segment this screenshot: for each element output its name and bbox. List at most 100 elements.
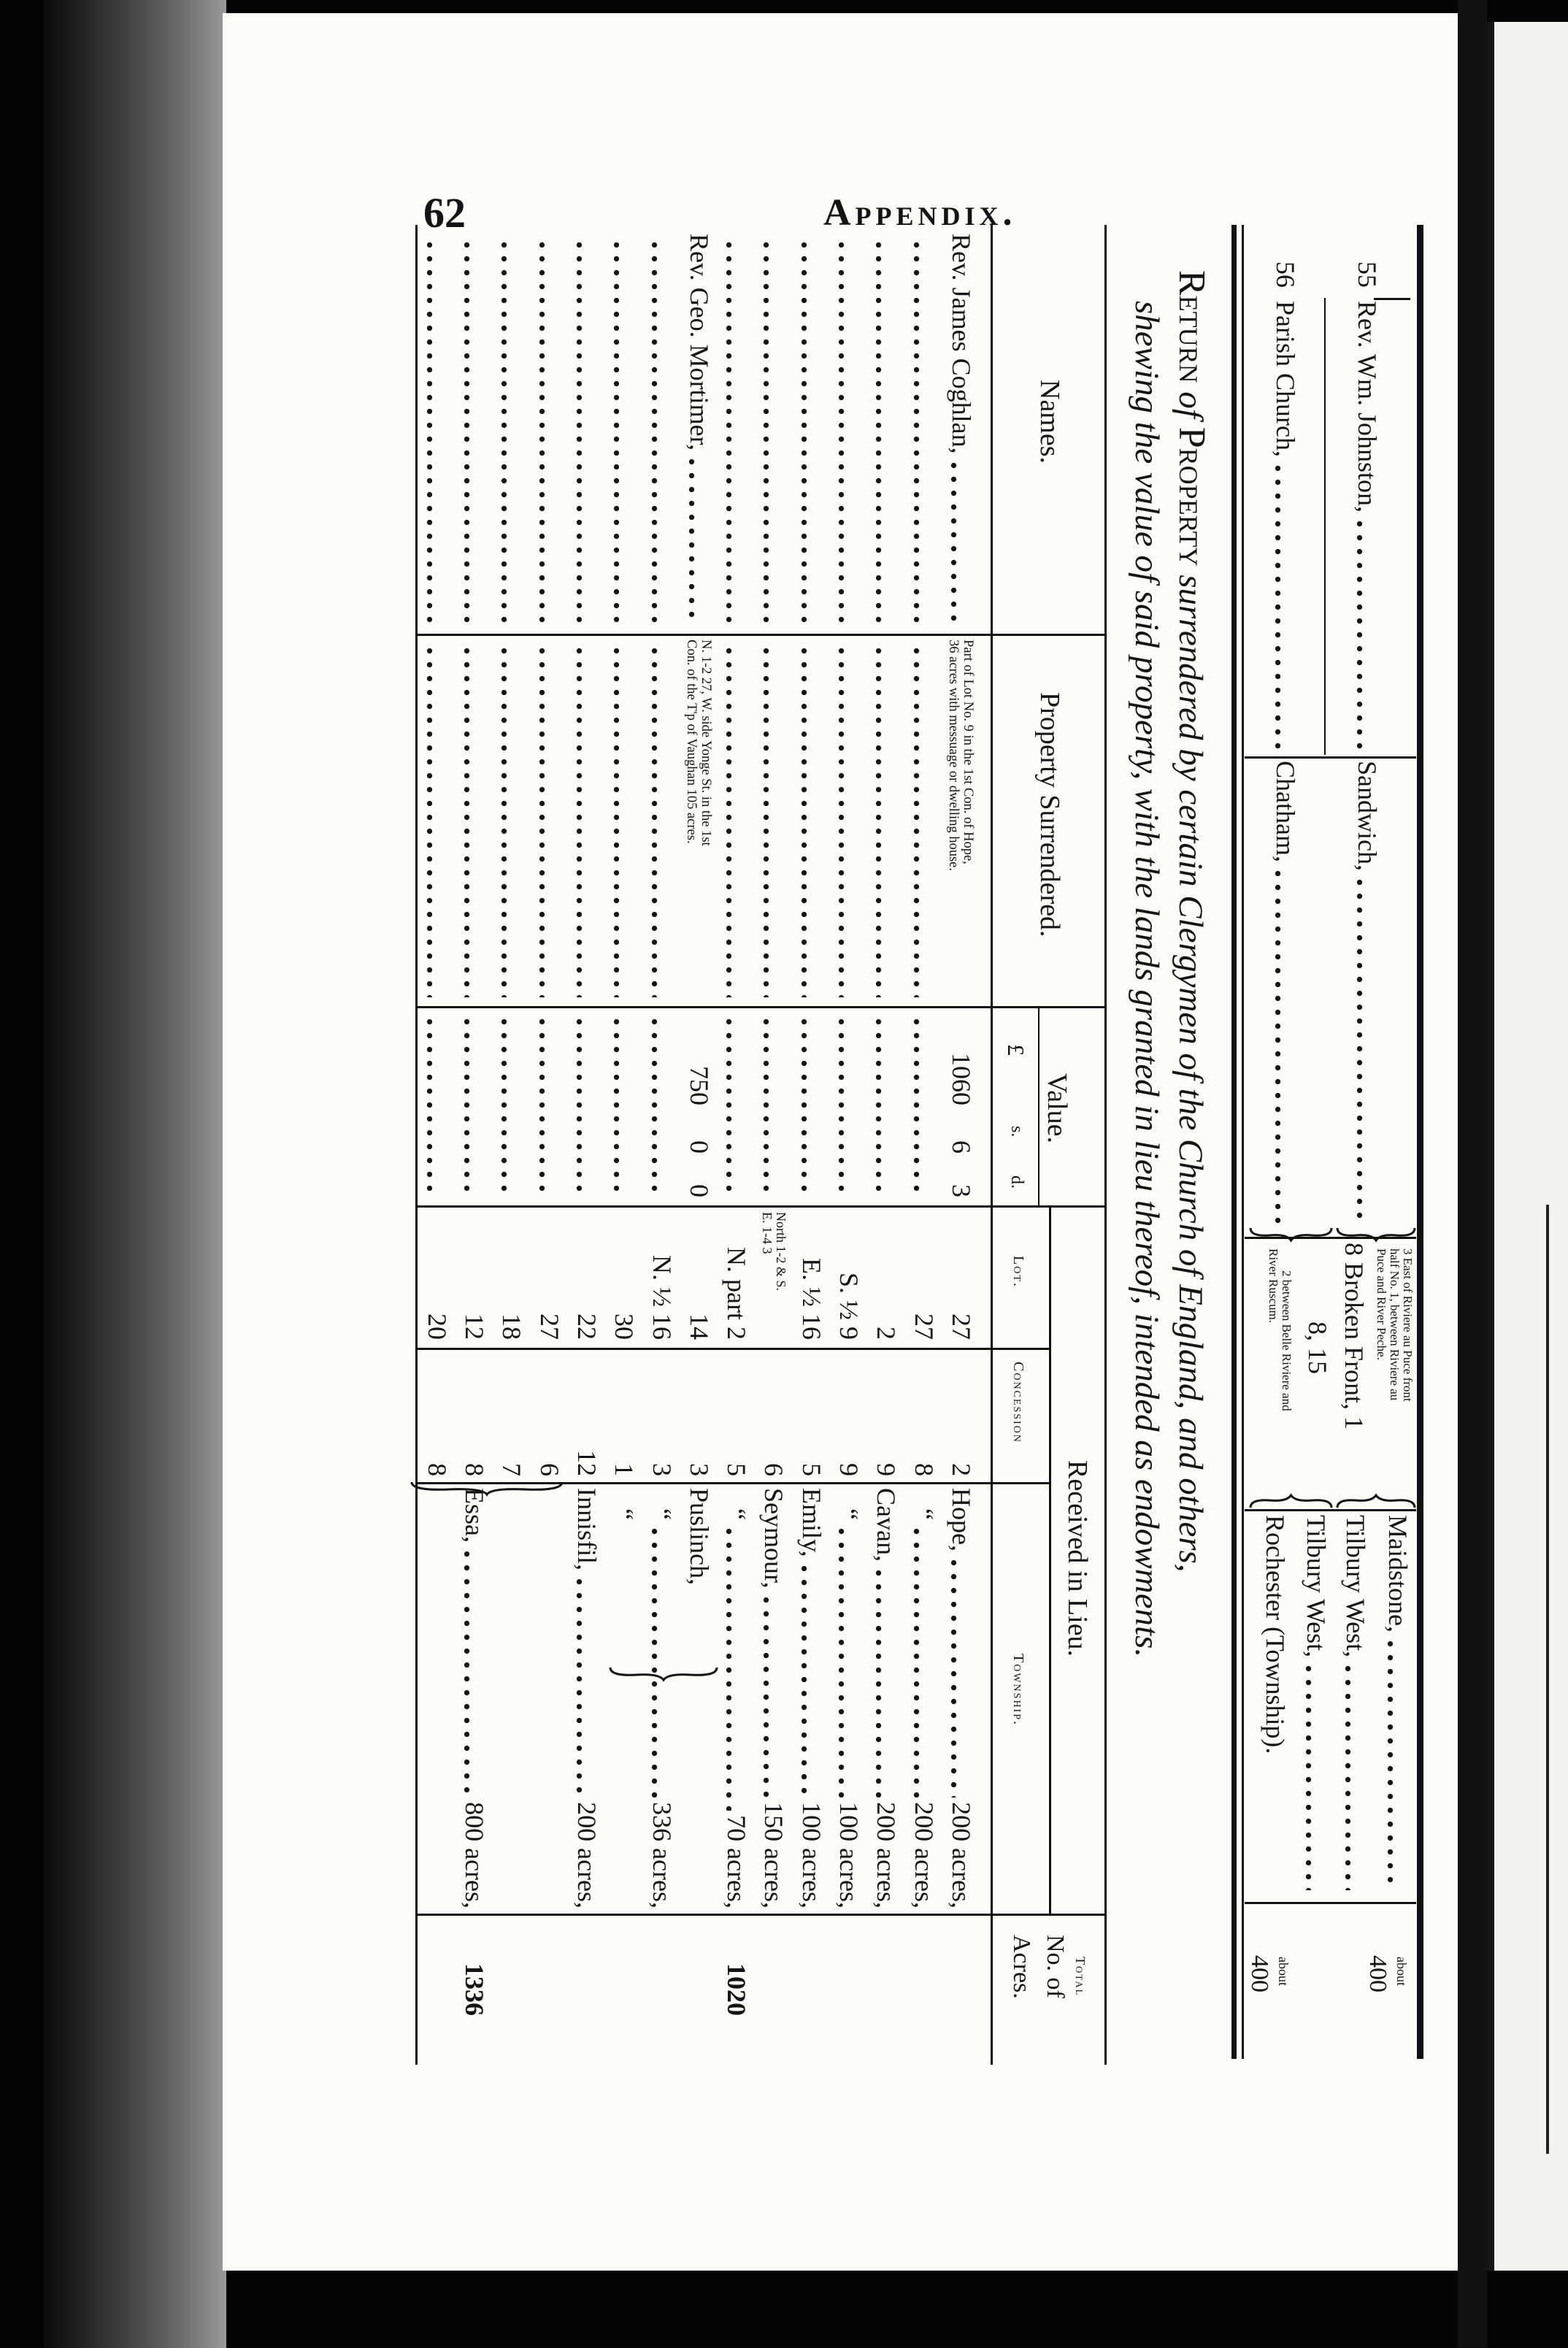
concession-cell: 9: [834, 1463, 864, 1476]
dot-leader: [464, 238, 471, 624]
header-value: Value.: [1042, 1073, 1072, 1144]
lot-cell: North 1-2 & S. E. 1-4 3: [760, 1212, 789, 1291]
dot-leader: [538, 238, 545, 624]
header-received-in-lieu: Received in Lieu.: [1062, 1460, 1093, 1657]
col-divider: [416, 1348, 1050, 1350]
top-thick-rule: [1417, 225, 1423, 2059]
dot-leader: [726, 644, 733, 997]
ditto-mark: “: [647, 1508, 677, 1520]
acres-received: 800 acres,: [460, 1802, 490, 1908]
col-divider: [416, 1914, 1105, 1916]
dot-leader: [763, 1592, 770, 1798]
concession-cell: 3: [684, 1463, 714, 1476]
name-cell: [907, 234, 939, 628]
dot-leader: [763, 238, 770, 624]
name-cell: [570, 234, 602, 628]
entry-name: Rev. Wm. Johnston,: [1353, 301, 1382, 513]
concession-cell: 7: [497, 1463, 527, 1476]
township-name: Seymour,: [759, 1488, 789, 1589]
header-shillings: s.: [1007, 1126, 1026, 1137]
property-cell: [907, 640, 939, 1002]
total-acres: 400: [1364, 1955, 1391, 1992]
section-rule-thin: [1242, 225, 1244, 2059]
entry-place: Chatham,: [1271, 761, 1300, 862]
header-acres: Acres.: [1008, 1935, 1035, 1999]
township-cell: Cavan, 200 acres,: [869, 1488, 902, 1908]
value-cell: [645, 1010, 677, 1202]
dot-leader: [838, 1015, 845, 1197]
title-word-return: Return: [1171, 270, 1212, 383]
adjacent-page: [1487, 22, 1568, 2271]
property-cell: [758, 640, 790, 1002]
value-pence: 0: [684, 1184, 714, 1197]
property-cell: [832, 640, 864, 1002]
dot-leader: [763, 1015, 770, 1197]
concession-cell: 5: [796, 1463, 826, 1476]
dot-leader: [576, 1015, 583, 1197]
value-cell: [869, 1010, 902, 1202]
dot-leader: [650, 644, 658, 997]
entry-divider: [1324, 298, 1326, 755]
section-rule-thick: [1231, 225, 1237, 2059]
lot-cell: 2: [872, 1327, 902, 1340]
township: Maidstone,: [1383, 1515, 1413, 1633]
dot-leader: [576, 1575, 583, 1798]
lot-cell: N. part 2: [722, 1247, 752, 1340]
dot-leader: [426, 238, 433, 624]
brace-icon: [1249, 1227, 1333, 1243]
township-name: Emily,: [796, 1488, 826, 1557]
value-cell: [458, 1010, 490, 1202]
dot-leader: [650, 238, 658, 624]
acres-received: 100 acres,: [796, 1802, 826, 1908]
brace-icon: [609, 1667, 718, 1682]
dot-leader: [613, 1015, 620, 1197]
title-rest: surrendered by certain Clergymen of the …: [1172, 566, 1210, 1573]
property-cell: [607, 640, 639, 1002]
concession-cell: 3: [647, 1463, 677, 1476]
return-subtitle: shewing the value of said property, with…: [1128, 301, 1166, 1658]
return-title: Return of Property surrendered by certai…: [1170, 270, 1213, 1573]
property-cell: [869, 640, 902, 1002]
page-edge: [1458, 0, 1487, 2348]
property-cell: Part of Lot No. 9 in the 1st Con. of Hop…: [946, 640, 975, 1005]
name-cell: Rev. James Coghlan,: [945, 234, 977, 628]
name-cell: [420, 234, 453, 628]
lot-cell: 27: [534, 1313, 564, 1340]
acres-received: 150 acres,: [759, 1802, 789, 1908]
dot-leader: [501, 238, 508, 624]
township-cell: Essa, 800 acres,: [458, 1488, 490, 1908]
value-cell: [420, 1010, 453, 1202]
property-line: 36 acres with messuage or dwelling house…: [946, 640, 961, 871]
brace-icon: [410, 1481, 564, 1497]
ditto-mark: “: [834, 1508, 864, 1520]
name-cell: [645, 234, 677, 628]
value-cell: [607, 1010, 639, 1202]
lot-cell: S. ½ 9: [834, 1272, 864, 1340]
table-bottom-rule: [415, 225, 418, 2065]
township: Rochester (Township).: [1261, 1515, 1290, 1754]
ditto-mark: “: [610, 1508, 639, 1520]
township-cell: Seymour, 150 acres,: [758, 1488, 790, 1908]
name-cell: Rev. Geo. Mortimer,: [683, 234, 715, 628]
received-underline: [1049, 1205, 1051, 1914]
dot-leader: [912, 1524, 920, 1798]
dot-leader: [726, 1524, 733, 1811]
property-cell: [420, 640, 453, 1002]
concession-cell: 8: [909, 1463, 939, 1476]
name-cell: [495, 234, 527, 628]
concession-cell: 12: [572, 1450, 602, 1476]
dot-leader: [650, 1015, 658, 1197]
dot-leader: [912, 1015, 920, 1197]
dot-leader: [1345, 1662, 1351, 1890]
dot-leader: [1356, 517, 1363, 749]
dot-leader: [501, 1015, 508, 1197]
township-cell: “ 200 acres,: [907, 1488, 939, 1908]
township-name: Innisfil,: [572, 1488, 602, 1570]
rotated-table: 55 Rev. Wm. Johnston, Sandwich, 3 East o…: [401, 204, 1453, 2073]
value-underline: [1038, 1006, 1039, 1205]
dot-leader: [875, 1565, 883, 1798]
book-binding: [44, 0, 226, 2348]
dot-leader: [1387, 1636, 1394, 1890]
dot-leader: [800, 238, 807, 624]
lot-description: 3 East of Riviere au Puce front: [1401, 1248, 1415, 1402]
